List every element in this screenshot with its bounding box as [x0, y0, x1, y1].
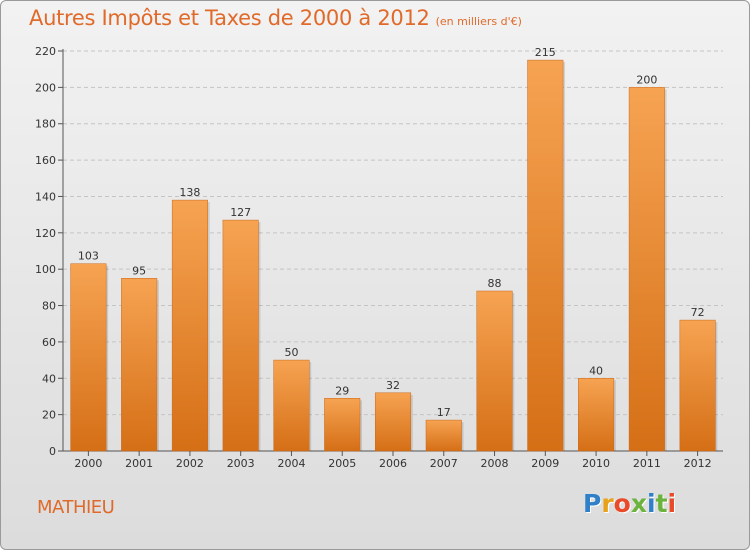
logo-letter: t — [655, 489, 668, 518]
x-tick-label: 2005 — [328, 457, 356, 470]
bar-value-label: 29 — [335, 384, 349, 397]
bar — [425, 419, 462, 452]
y-tick-label: 80 — [42, 300, 56, 313]
bar — [222, 219, 259, 452]
logo-letter: i — [667, 489, 677, 518]
bar — [273, 359, 310, 452]
bar — [476, 290, 513, 452]
y-tick-label: 120 — [35, 227, 56, 240]
x-tick-label: 2002 — [176, 457, 204, 470]
bar-value-label: 103 — [78, 250, 99, 263]
logo-letter: o — [613, 489, 631, 518]
commune-name: MATHIEU — [37, 497, 115, 518]
bar — [374, 392, 412, 452]
bar-value-label: 200 — [636, 73, 657, 86]
x-tick-label: 2007 — [430, 457, 458, 470]
y-tick-label: 60 — [42, 336, 56, 349]
x-tick-label: 2010 — [582, 457, 610, 470]
y-tick-label: 0 — [49, 445, 56, 458]
bar-value-label: 72 — [691, 306, 705, 319]
y-tick-label: 40 — [42, 372, 56, 385]
bar-value-label: 40 — [589, 364, 603, 377]
x-tick-label: 2012 — [684, 457, 712, 470]
chart-title: Autres Impôts et Taxes de 2000 à 2012 (en… — [29, 6, 522, 30]
logo-letter: P — [583, 489, 602, 518]
y-tick-label: 180 — [35, 118, 56, 131]
y-tick-label: 160 — [35, 154, 56, 167]
bar — [628, 87, 665, 452]
bar — [70, 263, 107, 452]
chart-title-text: Autres Impôts et Taxes de 2000 à 2012 — [29, 6, 430, 30]
chart-subtitle: (en milliers d'€) — [435, 15, 522, 28]
y-tick-label: 100 — [35, 263, 56, 276]
bar-value-label: 88 — [488, 277, 502, 290]
bar-value-label: 50 — [284, 346, 298, 359]
x-tick-label: 2011 — [633, 457, 661, 470]
bar-value-label: 32 — [386, 379, 400, 392]
y-tick-label: 220 — [35, 45, 56, 58]
logo-letter: x — [630, 489, 647, 518]
bar — [679, 319, 716, 452]
x-tick-label: 2003 — [227, 457, 255, 470]
x-tick-label: 2006 — [379, 457, 407, 470]
x-tick-label: 2001 — [125, 457, 153, 470]
bar-value-label: 17 — [437, 406, 451, 419]
logo-letter: i — [647, 489, 656, 518]
x-tick-label: 2009 — [531, 457, 559, 470]
bar-value-label: 138 — [179, 186, 200, 199]
x-tick-label: 2008 — [481, 457, 509, 470]
y-tick-label: 20 — [42, 409, 56, 422]
proxiti-logo: Proxiti — [583, 489, 676, 518]
logo-letter: r — [601, 489, 614, 518]
y-tick-label: 200 — [35, 81, 56, 94]
bar — [324, 398, 361, 452]
bar-value-label: 215 — [535, 46, 556, 59]
x-tick-label: 2004 — [277, 457, 305, 470]
x-tick-label: 2000 — [74, 457, 102, 470]
y-tick-label: 140 — [35, 190, 56, 203]
bar — [171, 199, 208, 452]
bar — [121, 278, 158, 452]
bar-value-label: 127 — [230, 206, 251, 219]
bar-value-label: 95 — [132, 264, 146, 277]
bar — [578, 378, 615, 452]
bar — [527, 59, 564, 452]
